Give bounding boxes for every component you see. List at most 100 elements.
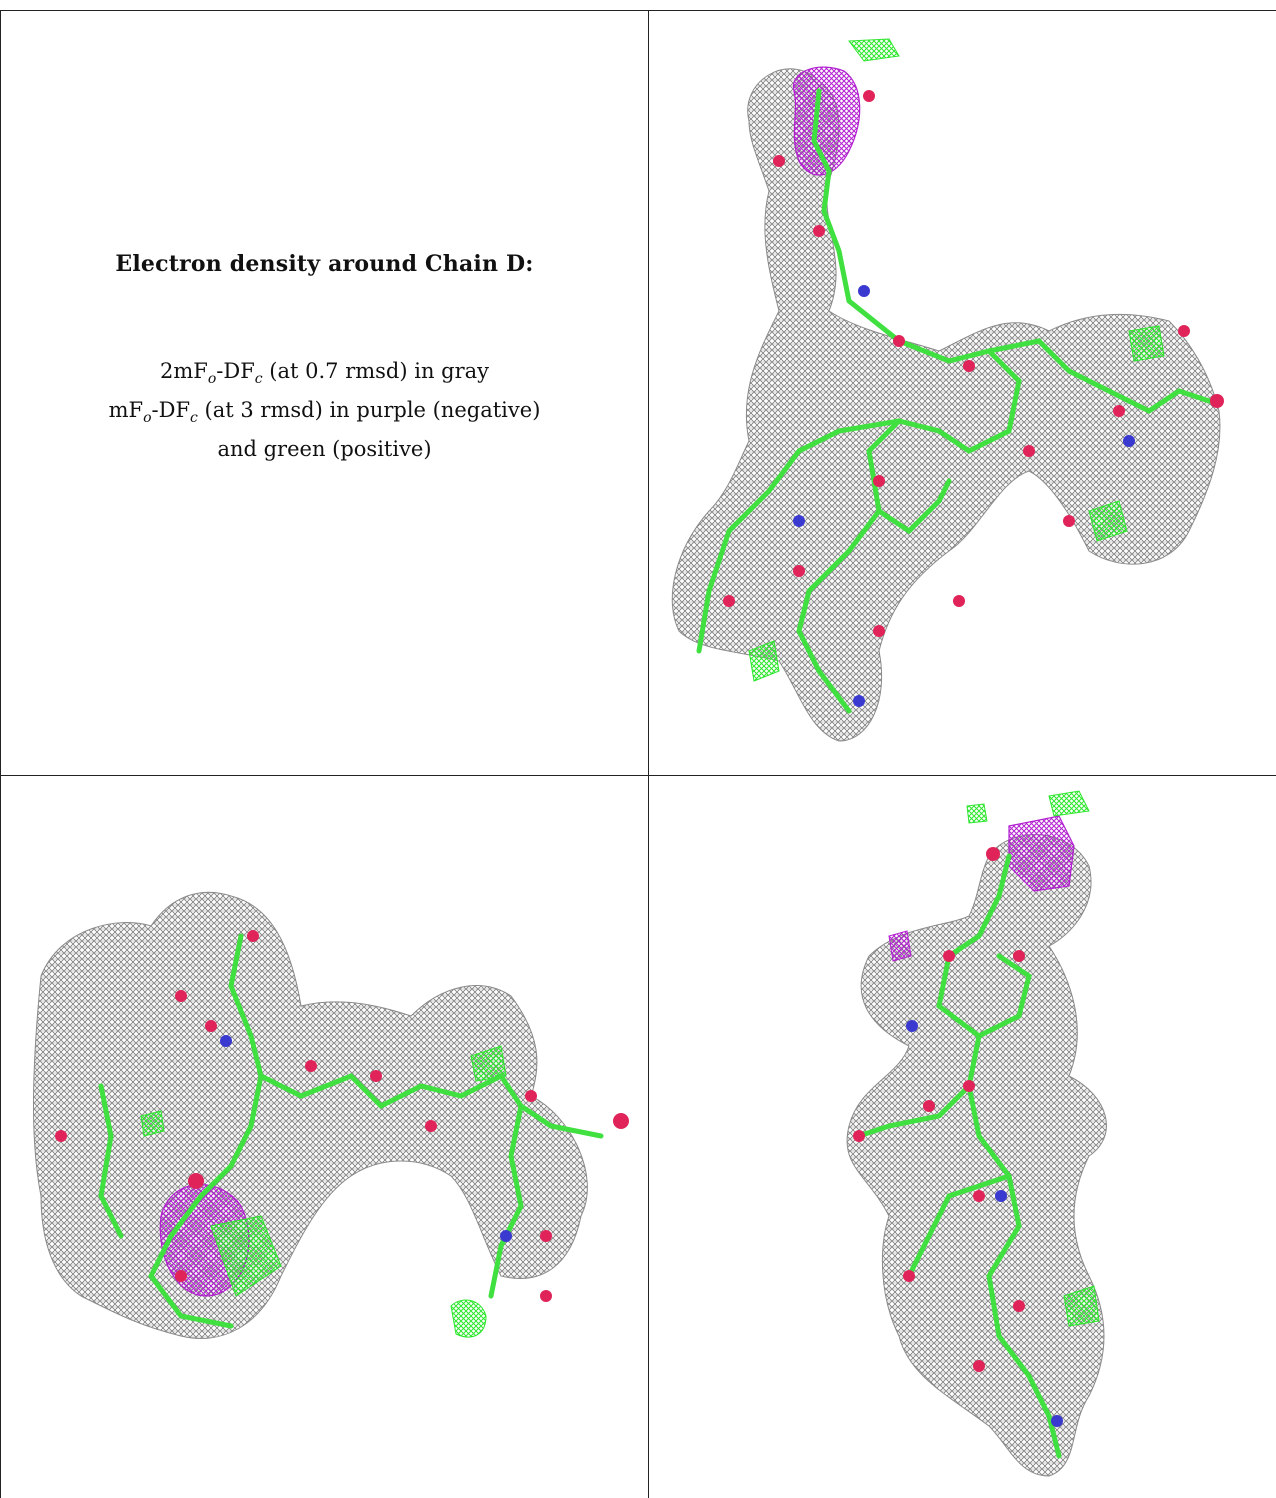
density-view-1 bbox=[649, 11, 1276, 775]
oxygen-atom bbox=[953, 595, 965, 607]
nitrogen-atom bbox=[793, 515, 805, 527]
nitrogen-atom bbox=[220, 1035, 232, 1047]
green-density-blob bbox=[1063, 1285, 1100, 1327]
gray-mesh bbox=[671, 68, 1221, 742]
density-image-3 bbox=[846, 790, 1107, 1477]
oxygen-atom bbox=[723, 595, 735, 607]
oxygen-atom bbox=[175, 1270, 187, 1282]
green-density-blob bbox=[450, 1299, 487, 1338]
oxygen-atom bbox=[893, 335, 905, 347]
legend-text: -DF bbox=[216, 359, 255, 383]
oxygen-atom bbox=[305, 1060, 317, 1072]
oxygen-atoms bbox=[55, 930, 629, 1302]
green-stick-model bbox=[98, 933, 604, 1329]
nitrogen-atom bbox=[1051, 1415, 1063, 1427]
legend-text: (at 0.7 rmsd) in gray bbox=[262, 359, 490, 383]
green-density-blob bbox=[140, 1110, 165, 1137]
green-density-blob bbox=[470, 1045, 507, 1082]
oxygen-atom bbox=[943, 950, 955, 962]
oxygen-atom bbox=[973, 1190, 985, 1202]
table-middle-divider bbox=[648, 10, 649, 1498]
nitrogen-atoms bbox=[906, 1020, 1063, 1427]
oxygen-atom bbox=[247, 930, 259, 942]
green-density-blob bbox=[848, 38, 900, 62]
green-density-blob bbox=[210, 1215, 282, 1297]
oxygen-atom bbox=[1013, 950, 1025, 962]
green-density-blob bbox=[748, 640, 780, 682]
oxygen-atom bbox=[1178, 325, 1190, 337]
density-view-3 bbox=[649, 776, 1276, 1498]
purple-density-blob bbox=[792, 66, 861, 176]
oxygen-atom bbox=[1063, 515, 1075, 527]
oxygen-atom bbox=[986, 847, 1000, 861]
gray-density-surface bbox=[846, 834, 1107, 1477]
nitrogen-atom bbox=[995, 1190, 1007, 1202]
nitrogen-atom bbox=[858, 285, 870, 297]
oxygen-atom bbox=[425, 1120, 437, 1132]
oxygen-atom bbox=[813, 225, 825, 237]
caption-legend: 2mFo-DFc (at 0.7 rmsd) in gray mFo-DFc (… bbox=[1, 356, 648, 465]
green-density-blob bbox=[966, 803, 988, 824]
caption-cell: Electron density around Chain D: 2mFo-DF… bbox=[1, 11, 648, 775]
density-image-1 bbox=[671, 38, 1224, 742]
nitrogen-atom bbox=[853, 695, 865, 707]
oxygen-atom bbox=[903, 1270, 915, 1282]
density-image-2 bbox=[33, 891, 629, 1339]
oxygen-atom bbox=[773, 155, 785, 167]
legend-subscript: c bbox=[254, 371, 263, 388]
oxygen-atom bbox=[873, 475, 885, 487]
oxygen-atom bbox=[973, 1360, 985, 1372]
oxygen-atom bbox=[923, 1100, 935, 1112]
oxygen-atom bbox=[613, 1113, 629, 1129]
oxygen-atom bbox=[540, 1230, 552, 1242]
legend-text: mF bbox=[108, 398, 144, 423]
oxygen-atom bbox=[370, 1070, 382, 1082]
legend-line-green: and green (positive) bbox=[217, 437, 432, 462]
nitrogen-atoms bbox=[220, 1035, 512, 1242]
legend-line-purple-green: mFo-DFc (at 3 rmsd) in purple (negative) bbox=[1, 395, 648, 434]
nitrogen-atom bbox=[906, 1020, 918, 1032]
oxygen-atom bbox=[873, 625, 885, 637]
legend-subscript: o bbox=[207, 371, 217, 388]
green-density-blob bbox=[1128, 325, 1165, 362]
purple-mesh bbox=[792, 66, 861, 176]
legend-text: (at 3 rmsd) in purple (negative) bbox=[197, 398, 541, 423]
oxygen-atoms bbox=[723, 90, 1224, 637]
oxygen-atom bbox=[853, 1130, 865, 1142]
nitrogen-atom bbox=[500, 1230, 512, 1242]
oxygen-atom bbox=[793, 565, 805, 577]
table-row-divider bbox=[0, 775, 1276, 776]
nitrogen-atoms bbox=[793, 285, 1135, 707]
oxygen-atom bbox=[525, 1090, 537, 1102]
green-stick-model bbox=[856, 853, 1062, 1459]
legend-text: -DF bbox=[151, 398, 191, 423]
gray-density-surface bbox=[33, 891, 588, 1339]
table-top-border bbox=[0, 10, 1276, 11]
oxygen-atom bbox=[175, 990, 187, 1002]
legend-text: 2mF bbox=[159, 359, 208, 383]
oxygen-atom bbox=[205, 1020, 217, 1032]
legend-line-gray: 2mFo-DFc (at 0.7 rmsd) in gray bbox=[1, 356, 648, 395]
gray-density-surface bbox=[671, 68, 1221, 742]
oxygen-atom bbox=[963, 360, 975, 372]
oxygen-atom bbox=[1113, 405, 1125, 417]
table-left-border bbox=[0, 10, 1, 1498]
caption-title: Electron density around Chain D: bbox=[115, 251, 534, 277]
nitrogen-atom bbox=[1123, 435, 1135, 447]
oxygen-atom bbox=[188, 1173, 204, 1189]
oxygen-atom bbox=[1023, 445, 1035, 457]
purple-density-blob bbox=[888, 930, 912, 962]
legend-subscript: c bbox=[190, 410, 198, 427]
oxygen-atom bbox=[963, 1080, 975, 1092]
oxygen-atoms bbox=[853, 847, 1025, 1372]
legend-subscript: o bbox=[143, 410, 152, 427]
green-density-blob bbox=[1088, 500, 1128, 542]
green-mesh bbox=[748, 38, 1165, 682]
green-density-blob bbox=[1048, 790, 1090, 817]
oxygen-atom bbox=[1210, 394, 1224, 408]
oxygen-atom bbox=[540, 1290, 552, 1302]
oxygen-atom bbox=[55, 1130, 67, 1142]
oxygen-atom bbox=[863, 90, 875, 102]
green-stick-model bbox=[696, 88, 1212, 714]
density-view-2 bbox=[1, 776, 648, 1498]
